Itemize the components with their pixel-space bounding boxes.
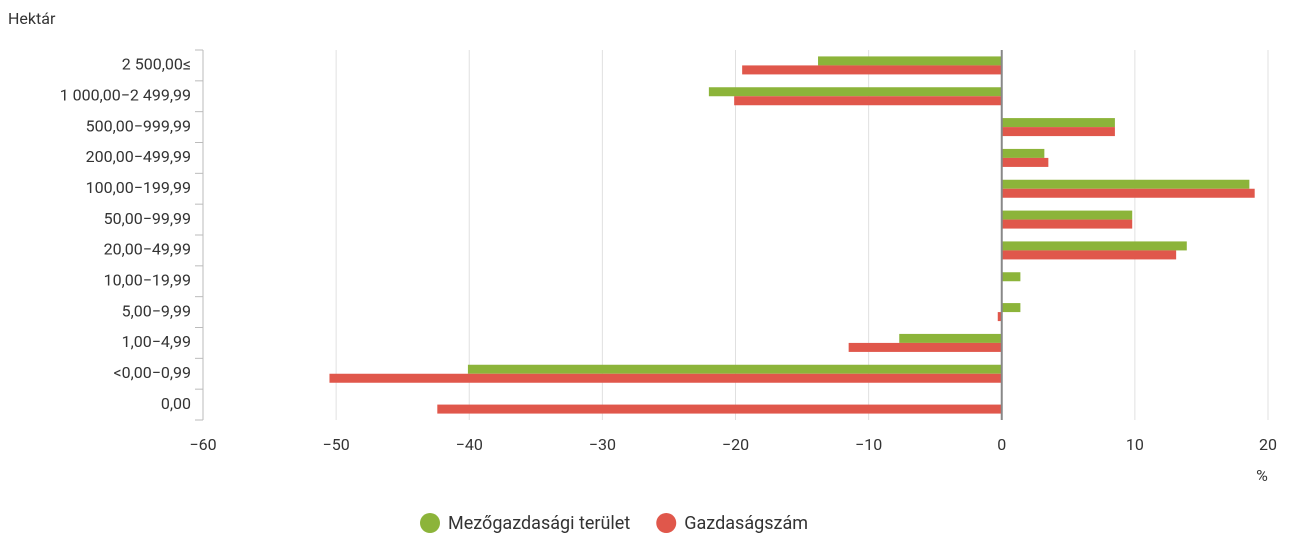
- legend-marker: [656, 513, 677, 533]
- bar: [1001, 219, 1133, 229]
- bar: [818, 56, 1002, 66]
- legend-marker: [420, 513, 440, 533]
- legend-label: Gazdaságszám: [684, 513, 808, 534]
- y-tick-label: 200,00−499,99: [86, 147, 191, 166]
- y-tick-label: 5,00−9,99: [122, 301, 191, 320]
- bar: [1001, 118, 1115, 128]
- x-tick-label: −30: [589, 435, 616, 454]
- bar: [734, 96, 1002, 106]
- y-tick-label: 1 000,00−2 499,99: [60, 85, 191, 104]
- bar: [437, 404, 1002, 414]
- y-tick-label: 1,00−4,99: [122, 332, 191, 351]
- bar: [1001, 250, 1177, 260]
- y-tick-label: 100,00−199,99: [86, 178, 191, 197]
- bar: [848, 342, 1002, 352]
- bar: [708, 87, 1002, 97]
- x-axis-title: %: [1256, 466, 1268, 485]
- bar: [1001, 241, 1187, 251]
- x-tick-label: −20: [722, 435, 749, 454]
- bar: [899, 333, 1002, 343]
- x-tick-label: −60: [189, 435, 216, 454]
- x-tick-label: 0: [997, 435, 1006, 454]
- x-tick-label: 20: [1259, 435, 1277, 454]
- y-tick-label: 10,00−19,99: [104, 270, 191, 289]
- bar: [1001, 127, 1115, 137]
- x-tick-label: −40: [456, 435, 483, 454]
- y-tick-label: 50,00−99,99: [104, 209, 191, 228]
- bar: [1001, 157, 1049, 167]
- bar: [467, 364, 1002, 374]
- y-tick-label: 500,00−999,99: [86, 116, 191, 135]
- bar: [1001, 148, 1045, 158]
- y-tick-label: 2 500,00≤: [122, 55, 191, 74]
- bar: [997, 312, 1002, 322]
- bar: [1001, 179, 1250, 189]
- x-tick-label: −50: [323, 435, 350, 454]
- bar: [1001, 210, 1133, 220]
- x-tick-label: 10: [1126, 435, 1144, 454]
- y-axis-title: Hektár: [8, 9, 56, 28]
- x-tick-label: −10: [855, 435, 882, 454]
- bar: [1001, 188, 1255, 198]
- bar: [742, 65, 1002, 75]
- y-tick-label: 20,00−49,99: [104, 240, 191, 259]
- y-tick-label: <0,00−0,99: [113, 363, 191, 382]
- legend-label: Mezőgazdasági terület: [448, 513, 630, 534]
- bar: [1001, 303, 1021, 313]
- bar: [1001, 272, 1021, 282]
- bar: [329, 373, 1002, 383]
- y-tick-label: 0,00: [161, 394, 191, 413]
